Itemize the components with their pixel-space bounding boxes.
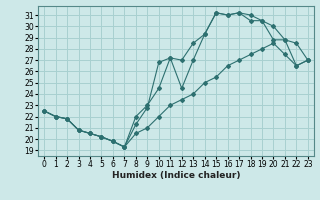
X-axis label: Humidex (Indice chaleur): Humidex (Indice chaleur) [112,171,240,180]
